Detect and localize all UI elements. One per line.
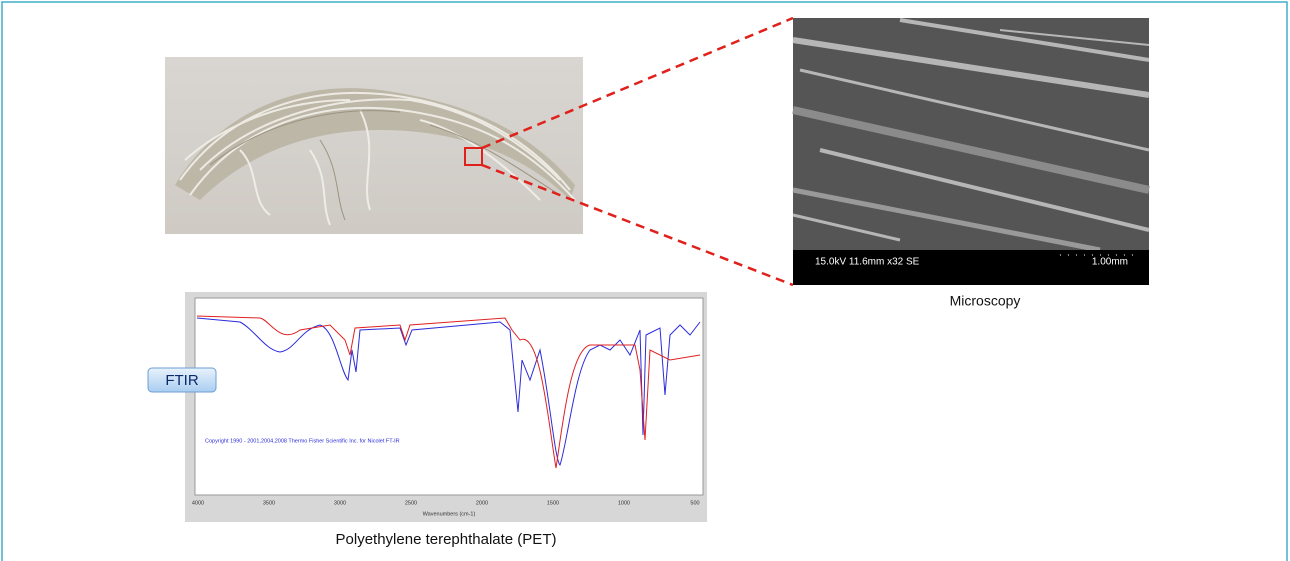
sem-info: 15.0kV 11.6mm x32 SE [815, 257, 920, 268]
ftir-plot [194, 297, 704, 496]
x-axis-label: Wavenumbers (cm-1) [423, 511, 476, 517]
spectrum-line [196, 315, 701, 469]
x-ticks: 4000 3500 3000 2500 2000 1500 1000 500 [192, 500, 700, 506]
sem-scale: 1.00mm [1092, 257, 1128, 268]
x-tick-label: 2500 [405, 500, 417, 506]
ftir-badge [147, 367, 217, 393]
caption: Microscopy [950, 293, 1021, 309]
sem-image [792, 18, 1150, 285]
badge-label: FTIR [165, 372, 198, 389]
zoom-line [481, 163, 794, 287]
x-tick-label: 2000 [476, 500, 488, 506]
x-tick-label: 3500 [263, 500, 275, 506]
x-tick-label: 500 [690, 500, 699, 506]
zoom-box [464, 147, 483, 166]
fiber-photo [165, 57, 583, 234]
x-tick-label: 1000 [618, 500, 630, 506]
caption: Polyethylene terephthalate (PET) [336, 531, 557, 548]
x-tick-label: 4000 [192, 500, 204, 506]
spectrum-line [196, 317, 701, 466]
x-tick-label: 1500 [547, 500, 559, 506]
x-tick-label: 3000 [334, 500, 346, 506]
zoom-line [481, 16, 794, 150]
copyright: Copyright 1990 - 2001,2004,2008 Thermo F… [205, 438, 400, 444]
